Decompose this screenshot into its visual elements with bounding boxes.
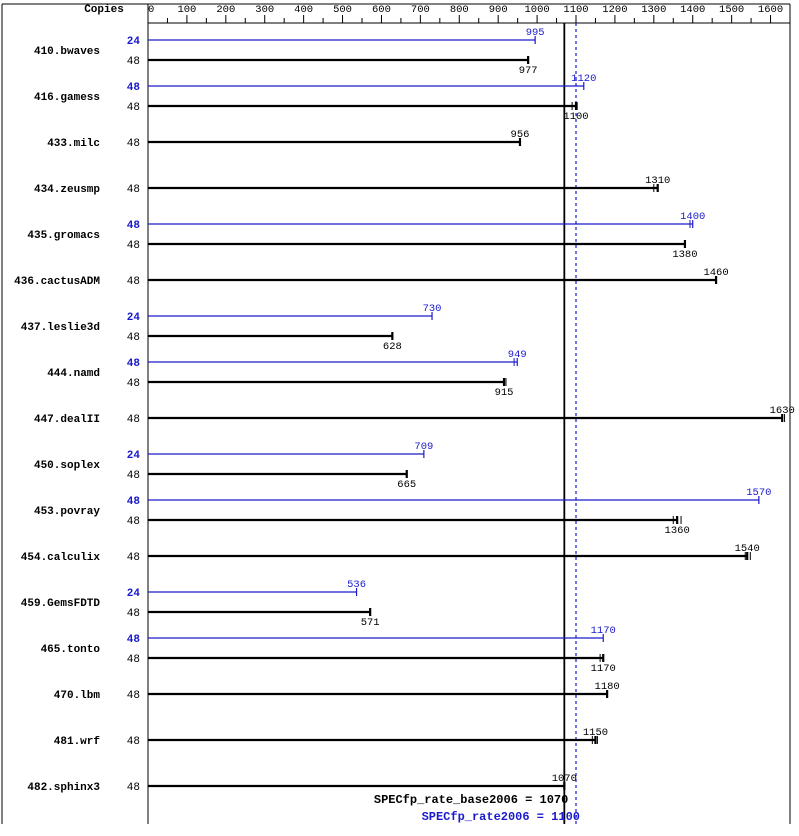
result-value: 1180	[595, 681, 620, 693]
copies-value: 48	[127, 690, 140, 702]
benchmark-label: 444.namd	[47, 368, 100, 380]
result-value: 949	[508, 349, 527, 361]
benchmark-label: 459.GemsFDTD	[21, 598, 101, 610]
result-value: 1360	[665, 525, 690, 537]
copies-value: 48	[127, 332, 140, 344]
axis-tick-label: 1300	[641, 4, 666, 16]
result-value: 956	[511, 129, 530, 141]
benchmark-label: 435.gromacs	[27, 230, 100, 242]
result-value: 1540	[735, 543, 760, 555]
copies-value: 24	[127, 450, 141, 462]
axis-tick-label: 400	[294, 4, 313, 16]
copies-value: 48	[127, 516, 140, 528]
copies-value: 48	[127, 736, 140, 748]
benchmark-label: 433.milc	[47, 138, 100, 150]
copies-value: 48	[127, 102, 140, 114]
axis-tick-label: 1100	[563, 4, 588, 16]
reference-label: SPECfp_rate_base2006 = 1070	[374, 793, 568, 807]
result-value: 1460	[703, 267, 728, 279]
benchmark-label: 434.zeusmp	[34, 184, 100, 196]
result-value: 536	[347, 579, 366, 591]
copies-value: 48	[127, 414, 140, 426]
benchmark-label: 450.soplex	[34, 460, 100, 472]
result-value: 1070	[552, 773, 577, 785]
benchmark-label: 465.tonto	[41, 644, 101, 656]
copies-value: 48	[127, 378, 140, 390]
result-value: 1150	[583, 727, 608, 739]
axis-tick-label: 1500	[719, 4, 744, 16]
reference-label: SPECfp_rate2006 = 1100	[422, 810, 580, 824]
result-value: 1630	[770, 405, 795, 417]
result-value: 1380	[672, 249, 697, 261]
benchmark-label: 481.wrf	[54, 736, 101, 748]
benchmark-label: 416.gamess	[34, 92, 100, 104]
result-value: 1100	[563, 111, 588, 123]
copies-value: 48	[127, 496, 141, 508]
axis-tick-label: 900	[489, 4, 508, 16]
copies-value: 48	[127, 654, 140, 666]
result-value: 1170	[591, 625, 616, 637]
result-value: 1310	[645, 175, 670, 187]
copies-value: 48	[127, 240, 140, 252]
benchmark-label: 410.bwaves	[34, 46, 100, 58]
axis-tick-label: 1400	[680, 4, 705, 16]
copies-value: 48	[127, 470, 140, 482]
result-value: 995	[526, 27, 545, 39]
result-value: 1400	[680, 211, 705, 223]
axis-tick-label: 1200	[602, 4, 627, 16]
copies-value: 48	[127, 184, 140, 196]
copies-value: 48	[127, 138, 140, 150]
result-value: 1120	[571, 73, 596, 85]
copies-value: 24	[127, 36, 141, 48]
benchmark-label: 436.cactusADM	[14, 276, 100, 288]
axis-tick-label: 700	[411, 4, 430, 16]
result-value: 571	[361, 617, 380, 629]
axis-tick-label: 1000	[524, 4, 549, 16]
axis-tick-label: 600	[372, 4, 391, 16]
copies-value: 48	[127, 220, 141, 232]
result-value: 1170	[591, 663, 616, 675]
result-value: 977	[519, 65, 538, 77]
benchmark-label: 482.sphinx3	[27, 782, 100, 794]
result-value: 1570	[746, 487, 771, 499]
copies-value: 48	[127, 56, 140, 68]
spec-rate-chart: 0 100 200 300 400 500 600 700 800 900 1000 1100 1200…	[0, 0, 799, 831]
benchmark-label: 470.lbm	[54, 690, 101, 702]
axis-tick-label: 300	[255, 4, 274, 16]
benchmark-label: 454.calculix	[21, 552, 101, 564]
benchmark-label: 453.povray	[34, 506, 100, 518]
copies-value: 48	[127, 552, 140, 564]
axis-tick-label: 100	[177, 4, 196, 16]
result-value: 628	[383, 341, 402, 353]
copies-value: 24	[127, 312, 141, 324]
copies-header: Copies	[84, 4, 124, 16]
copies-value: 24	[127, 588, 141, 600]
axis-tick-label: 800	[450, 4, 469, 16]
result-value: 915	[495, 387, 514, 399]
result-value: 709	[414, 441, 433, 453]
benchmark-label: 447.dealII	[34, 414, 100, 426]
copies-value: 48	[127, 782, 140, 794]
result-value: 665	[397, 479, 416, 491]
copies-value: 48	[127, 608, 140, 620]
result-value: 730	[423, 303, 442, 315]
axis-tick-label: 200	[216, 4, 235, 16]
axis-tick-label: 0	[148, 4, 154, 16]
benchmark-label: 437.leslie3d	[21, 322, 100, 334]
copies-value: 48	[127, 634, 141, 646]
copies-value: 48	[127, 358, 141, 370]
copies-value: 48	[127, 276, 140, 288]
axis-tick-label: 500	[333, 4, 352, 16]
copies-value: 48	[127, 82, 141, 94]
axis-tick-label: 1600	[758, 4, 783, 16]
